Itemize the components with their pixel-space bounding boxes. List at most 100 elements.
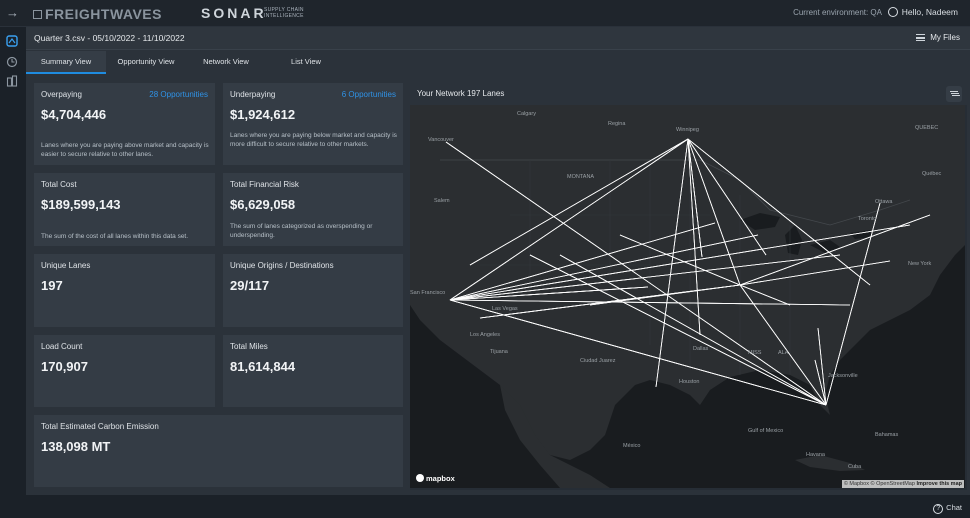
total-miles-card: Total Miles 81,614,844: [223, 335, 403, 407]
chat-button[interactable]: ? Chat: [933, 503, 962, 514]
place-label: MONTANA: [567, 174, 594, 180]
lane-line: [687, 138, 767, 256]
place-label: Salem: [434, 198, 450, 204]
place-label: Ciudad Juarez: [580, 358, 616, 364]
lane-line: [479, 284, 741, 319]
place-label: Tijuana: [490, 349, 509, 355]
card-label: Total Miles: [230, 342, 268, 351]
financial-risk-card: Total Financial Risk $6,629,058 The sum …: [223, 173, 403, 246]
card-label: Unique Origins / Destinations: [230, 261, 334, 270]
lane-line: [814, 359, 827, 406]
place-labels: Calgary Regina Winnipeg QUEBEC Vancouver MONT…: [410, 111, 942, 470]
lane-line: [817, 327, 827, 406]
lane-line: [559, 254, 827, 406]
place-label: QUEBEC: [915, 125, 938, 131]
carbon-emission-card: Total Estimated Carbon Emission 138,098 …: [34, 415, 403, 487]
place-label: Havana: [806, 452, 826, 458]
lane-line: [449, 138, 689, 301]
origins-destinations-card: Unique Origins / Destinations 29/117: [223, 254, 403, 327]
lane-line: [739, 284, 827, 406]
card-value: 29/117: [230, 278, 270, 293]
card-label: Unique Lanes: [41, 261, 91, 270]
tab-network-view[interactable]: Network View: [203, 57, 249, 66]
card-description: The sum of the cost of all lanes within …: [41, 233, 189, 240]
place-label: Houston: [679, 379, 700, 385]
network-map-card: Your Network 197 Lanes Calgary Regina Winn…: [410, 83, 967, 490]
help-icon: ?: [933, 504, 944, 514]
card-label: Overpaying: [41, 90, 82, 99]
card-label: Underpaying: [230, 90, 276, 99]
menu-icon: [916, 34, 926, 41]
card-label: Total Estimated Carbon Emission: [41, 422, 159, 431]
freightwaves-logo: FREIGHTWAVES: [33, 6, 162, 22]
us-canada-border: [440, 159, 911, 226]
card-value: $4,704,446: [41, 107, 107, 122]
lane-line: [445, 141, 827, 406]
attribution-text: © Mapbox © OpenStreetMap: [843, 481, 915, 487]
buildings-icon[interactable]: [6, 75, 18, 87]
sonar-tagline: SUPPLY CHAIN INTELLIGENCE: [264, 7, 304, 19]
tab-summary-view[interactable]: Summary View: [26, 51, 106, 74]
opportunities-link[interactable]: 28 Opportunities: [149, 90, 208, 99]
lane-line: [449, 254, 841, 301]
tab-list-view[interactable]: List View: [291, 57, 321, 66]
mexico-land: [500, 385, 610, 488]
place-label: Calgary: [517, 111, 536, 117]
card-label: Total Financial Risk: [230, 180, 299, 189]
total-cost-card: Total Cost $189,599,143 The sum of the c…: [34, 173, 215, 246]
place-label: Ottawa: [875, 199, 893, 205]
improve-map-link[interactable]: Improve this map: [916, 481, 962, 487]
place-label: New York: [908, 261, 931, 267]
place-label: Québec: [922, 171, 942, 177]
overpaying-card[interactable]: Overpaying 28 Opportunities $4,704,446 L…: [34, 83, 215, 165]
expand-arrow-icon[interactable]: →: [6, 5, 19, 20]
environment-label: Current environment: QA: [793, 8, 882, 17]
lane-line: [687, 138, 871, 286]
greeting-text: Hello, Nadeem: [901, 7, 958, 17]
lane-line: [469, 138, 689, 266]
place-label: Winnipeg: [676, 127, 699, 133]
my-files-label: My Files: [930, 33, 960, 42]
lane-line: [655, 138, 689, 388]
place-label: Dallas: [693, 346, 709, 352]
card-label: Load Count: [41, 342, 83, 351]
map-canvas[interactable]: Calgary Regina Winnipeg QUEBEC Vancouver MONT…: [410, 105, 965, 488]
card-value: $1,924,612: [230, 107, 296, 122]
history-icon[interactable]: [6, 56, 18, 68]
lane-line: [739, 260, 891, 286]
card-label: Total Cost: [41, 180, 77, 189]
opportunities-link[interactable]: 6 Opportunities: [341, 90, 396, 99]
lane-line: [687, 138, 701, 336]
underpaying-card[interactable]: Underpaying 6 Opportunities $1,924,612 L…: [223, 83, 403, 165]
view-tabs: Summary View Opportunity View Network Vi…: [26, 51, 970, 74]
filter-icon[interactable]: [946, 86, 962, 102]
chat-label: Chat: [946, 503, 962, 512]
map-title: Your Network 197 Lanes: [417, 89, 505, 98]
lane-line: [449, 222, 716, 301]
lane-line: [687, 138, 703, 258]
tab-opportunity-view[interactable]: Opportunity View: [117, 57, 175, 66]
network-map[interactable]: Calgary Regina Winnipeg QUEBEC Vancouver MONT…: [410, 105, 965, 488]
user-menu[interactable]: Hello, Nadeem: [887, 7, 958, 17]
place-label: San Francisco: [410, 290, 445, 296]
place-label: Regina: [608, 121, 626, 127]
lanes-icon[interactable]: [6, 35, 18, 47]
card-description: The sum of lanes categorized as overspen…: [230, 223, 373, 239]
card-value: 170,907: [41, 359, 88, 374]
map-header: Your Network 197 Lanes: [410, 83, 967, 105]
file-title: Quarter 3.csv - 05/10/2022 - 11/10/2022: [34, 33, 185, 43]
lane-line: [449, 234, 759, 301]
north-america-land: [410, 105, 965, 460]
place-label: Cuba: [848, 464, 862, 470]
place-label: Jacksonville: [828, 373, 858, 379]
card-value: $6,629,058: [230, 197, 296, 212]
lane-line: [449, 224, 911, 301]
map-attribution[interactable]: © Mapbox © OpenStreetMap Improve this ma…: [841, 480, 964, 488]
place-label: Los Angeles: [470, 332, 500, 338]
load-count-card: Load Count 170,907: [34, 335, 215, 407]
lane-line: [739, 284, 791, 306]
mapbox-logo[interactable]: mapbox: [416, 474, 455, 483]
place-label: Vancouver: [428, 137, 454, 143]
cuba-land: [795, 455, 865, 471]
my-files-button[interactable]: My Files: [916, 33, 960, 42]
